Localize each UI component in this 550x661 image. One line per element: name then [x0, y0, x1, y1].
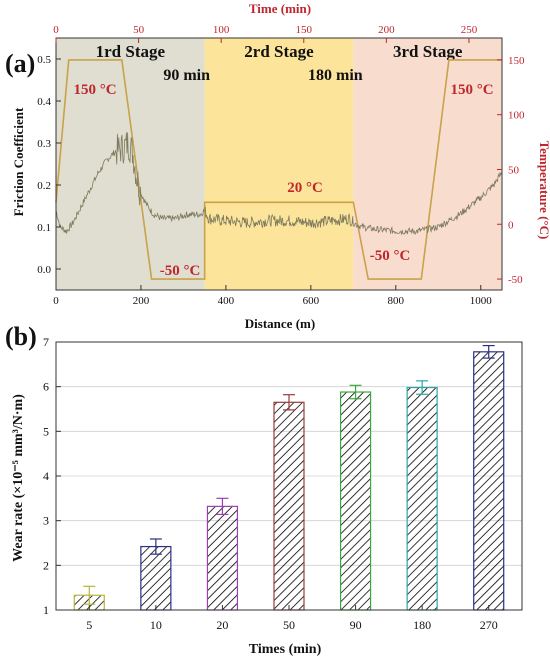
- x-tick-label: 1000: [470, 295, 493, 307]
- x-tick-label: 50: [283, 618, 295, 632]
- temperature-series-line: [55, 59, 502, 280]
- temperature-annotation: 20 °C: [287, 180, 323, 196]
- x-tick-label: 5: [86, 618, 92, 632]
- panel-b-x-axis-title: Times (min): [249, 642, 322, 657]
- bar-fill: [339, 391, 372, 611]
- panel-a-plot-frame: [55, 37, 503, 291]
- top-x-tick-label: 0: [53, 24, 59, 36]
- panel-b-label: (b): [5, 322, 37, 351]
- x-tick-label: 800: [388, 295, 405, 307]
- panel-b-y-axis-title: Wear rate (×10⁻⁵ mm³/N·m): [11, 394, 26, 562]
- top-x-tick-label: 100: [213, 24, 230, 36]
- temperature-annotation: -50 °C: [160, 263, 201, 279]
- bar-180-min: [406, 380, 438, 611]
- y-tick-label: 4: [43, 469, 49, 483]
- stage-band-1: [56, 38, 205, 290]
- top-x-tick-label: 150: [296, 24, 313, 36]
- y-tick-label: 0.3: [37, 138, 51, 150]
- y-tick-label: 5: [43, 424, 49, 438]
- temperature-annotation: -50 °C: [370, 248, 411, 264]
- y-tick-label: 0.2: [37, 180, 51, 192]
- temperature-annotation: 150 °C: [450, 82, 493, 98]
- x-tick-label: 180: [413, 618, 431, 632]
- bar-fill: [140, 545, 172, 611]
- y-tick-label: 0.5: [37, 54, 51, 66]
- bar-fill: [473, 351, 505, 611]
- bar-90-min: [339, 384, 372, 611]
- top-x-tick-label: 250: [461, 24, 478, 36]
- y-tick-label: 1: [43, 603, 49, 617]
- bar-20-min: [206, 497, 239, 611]
- boundary-time-label: 180 min: [308, 67, 363, 84]
- y-tick-label: 0.0: [37, 264, 51, 276]
- x-tick-label: 400: [218, 295, 235, 307]
- panel-a-top-axis-title: Time (min): [249, 1, 311, 16]
- stage-label-2: 2rd Stage: [244, 42, 314, 61]
- boundary-time-label: 90 min: [163, 67, 210, 84]
- panel-a-label: (a): [5, 49, 35, 78]
- panel-a-y2-axis-title: Temperature (°C): [537, 141, 550, 240]
- stage-band-2: [204, 38, 354, 290]
- temperature-annotation: 150 °C: [73, 82, 116, 98]
- stage-label-1: 1rd Stage: [96, 42, 166, 61]
- stage-label-3: 3rd Stage: [393, 42, 463, 61]
- x-tick-label: 600: [303, 295, 320, 307]
- panel-a-chart: 1rd Stage 2rd Stage 3rd Stage 90 min 180 min…: [5, 1, 550, 331]
- y-tick-label: 3: [43, 514, 49, 528]
- bar-50-min: [273, 394, 305, 611]
- x-tick-label: 90: [350, 618, 362, 632]
- friction-series-line: [55, 132, 502, 236]
- panel-a-x-axis-title: Distance (m): [245, 316, 315, 331]
- bar-10-min: [140, 538, 172, 611]
- bar-fill: [406, 386, 438, 611]
- y2-tick-label: 100: [508, 110, 525, 122]
- bar-fill: [273, 401, 305, 611]
- x-tick-label: 270: [480, 618, 498, 632]
- y2-tick-label: 0: [508, 219, 514, 231]
- bar-270-min: [473, 344, 505, 611]
- y-tick-label: 0.1: [37, 222, 51, 234]
- y2-tick-label: 50: [508, 164, 520, 176]
- y2-tick-label: 150: [508, 55, 525, 67]
- x-tick-label: 20: [216, 618, 228, 632]
- bar-fill: [206, 505, 239, 611]
- y-tick-label: 7: [43, 335, 49, 349]
- x-tick-label: 200: [133, 295, 150, 307]
- top-x-tick-label: 50: [133, 24, 145, 36]
- x-tick-label: 10: [150, 618, 162, 632]
- x-tick-label: 0: [53, 295, 59, 307]
- stage-band-3: [353, 38, 502, 290]
- y-tick-label: 0.4: [37, 96, 51, 108]
- y-tick-label: 2: [43, 558, 49, 572]
- top-x-tick-label: 200: [378, 24, 395, 36]
- y-tick-label: 6: [43, 380, 49, 394]
- panel-a-y-axis-title: Friction Coefficient: [11, 107, 26, 216]
- y2-tick-label: -50: [508, 274, 523, 286]
